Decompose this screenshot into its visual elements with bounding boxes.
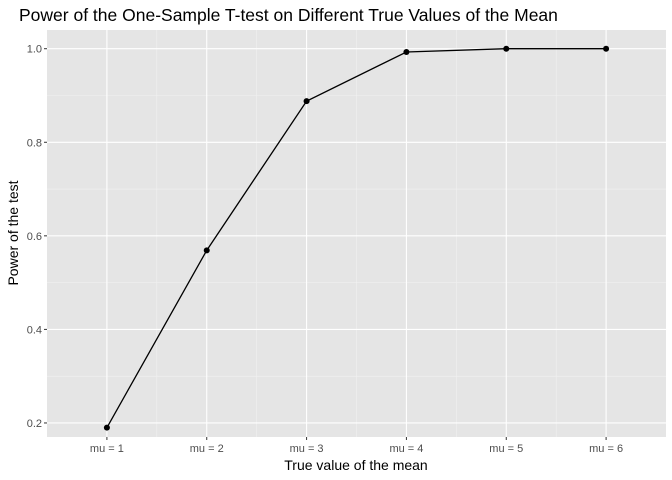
y-tick-label: 0.6: [27, 231, 42, 243]
data-point: [403, 48, 410, 55]
y-axis-title: Power of the test: [5, 180, 21, 285]
data-point: [103, 424, 110, 431]
y-axis-tick-labels: 0.2 0.4 0.6 0.8 1.0: [27, 44, 42, 430]
data-point: [503, 45, 510, 52]
series-line: [106, 48, 607, 428]
y-tick-label: 0.2: [27, 418, 42, 430]
y-tick-label: 1.0: [27, 44, 42, 56]
x-axis-title: True value of the mean: [284, 457, 427, 473]
x-tick-label: mu = 3: [290, 443, 324, 455]
data-point: [203, 247, 210, 254]
data-point: [603, 45, 610, 52]
y-tick-label: 0.4: [27, 324, 42, 336]
x-tick-label: mu = 5: [489, 443, 523, 455]
x-tick-label: mu = 4: [389, 443, 423, 455]
series-power: [103, 45, 610, 431]
axis-ticks: [44, 48, 607, 440]
y-tick-label: 0.8: [27, 137, 42, 149]
x-tick-label: mu = 2: [190, 443, 224, 455]
gridlines: [47, 30, 666, 437]
x-tick-label: mu = 6: [589, 443, 623, 455]
x-axis-tick-labels: mu = 1 mu = 2 mu = 3 mu = 4 mu = 5 mu = 6: [90, 443, 623, 455]
data-point: [303, 98, 310, 105]
x-tick-label: mu = 1: [90, 443, 124, 455]
chart-title: Power of the One-Sample T-test on Differ…: [19, 5, 558, 25]
